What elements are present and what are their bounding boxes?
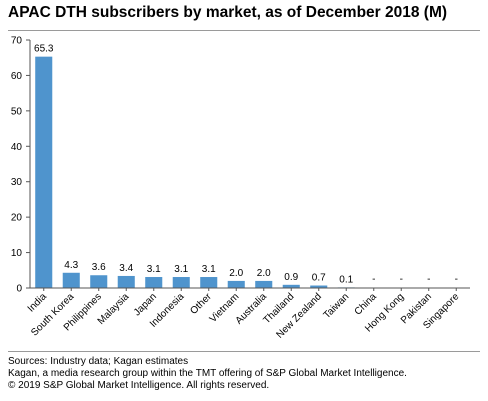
data-labels: 65.3 4.3 3.6 3.4 3.1 3.1 3.1 2.0 2.0 0.9 0.7 0.1 - - -… xyxy=(34,44,458,286)
data-label: - xyxy=(427,274,430,285)
publisher-note: Kagan, a media research group within the… xyxy=(8,368,407,380)
y-tick-label: 40 xyxy=(11,142,23,153)
bar xyxy=(310,285,328,288)
title-divider xyxy=(8,30,480,31)
x-tick-label: India xyxy=(26,291,49,314)
data-label: 0.7 xyxy=(312,273,326,284)
bar xyxy=(172,277,190,288)
bar xyxy=(145,277,163,288)
x-tick-label: Other xyxy=(188,291,214,317)
y-tick-label: 20 xyxy=(11,213,23,224)
chart-title: APAC DTH subscribers by market, as of De… xyxy=(8,4,448,21)
data-label: 3.4 xyxy=(119,263,133,274)
bars xyxy=(35,56,355,288)
bar xyxy=(35,56,53,288)
data-label: 3.1 xyxy=(202,264,216,275)
sources-note: Sources: Industry data; Kagan estimates xyxy=(8,356,189,367)
bar xyxy=(255,280,273,288)
y-axis: 0 10 20 30 40 50 60 70 xyxy=(11,36,31,295)
data-label: - xyxy=(372,274,375,285)
bar xyxy=(227,280,245,288)
data-label: 4.3 xyxy=(64,260,78,271)
bar xyxy=(62,272,80,288)
y-tick-label: 50 xyxy=(11,106,23,117)
bar xyxy=(117,275,135,288)
bar-chart: 0 10 20 30 40 50 60 70 65.3 4.3 3.6 3.4 3.1 3.1 3.1 2.… xyxy=(11,36,470,341)
footer-divider xyxy=(8,351,480,352)
bar xyxy=(282,284,300,288)
data-label: 3.1 xyxy=(174,264,188,275)
data-label: 2.0 xyxy=(229,268,243,279)
data-label: 0.1 xyxy=(339,274,353,285)
y-tick-label: 70 xyxy=(11,36,23,47)
data-label: 65.3 xyxy=(34,44,54,55)
copyright-note: © 2019 S&P Global Market Intelligence. A… xyxy=(8,380,270,392)
y-tick-label: 30 xyxy=(11,177,23,188)
data-label: - xyxy=(400,274,403,285)
y-tick-label: 0 xyxy=(16,284,22,295)
y-tick-label: 10 xyxy=(11,248,23,259)
data-label: 3.6 xyxy=(92,262,106,273)
data-label: - xyxy=(455,274,458,285)
bar xyxy=(90,275,108,288)
bar xyxy=(200,277,218,288)
data-label: 0.9 xyxy=(284,272,298,283)
x-tick-label: Taiwan xyxy=(322,291,352,321)
footer: Sources: Industry data; Kagan estimates … xyxy=(8,356,407,393)
data-label: 2.0 xyxy=(257,268,271,279)
data-label: 3.1 xyxy=(147,264,161,275)
y-tick-label: 60 xyxy=(11,71,23,82)
